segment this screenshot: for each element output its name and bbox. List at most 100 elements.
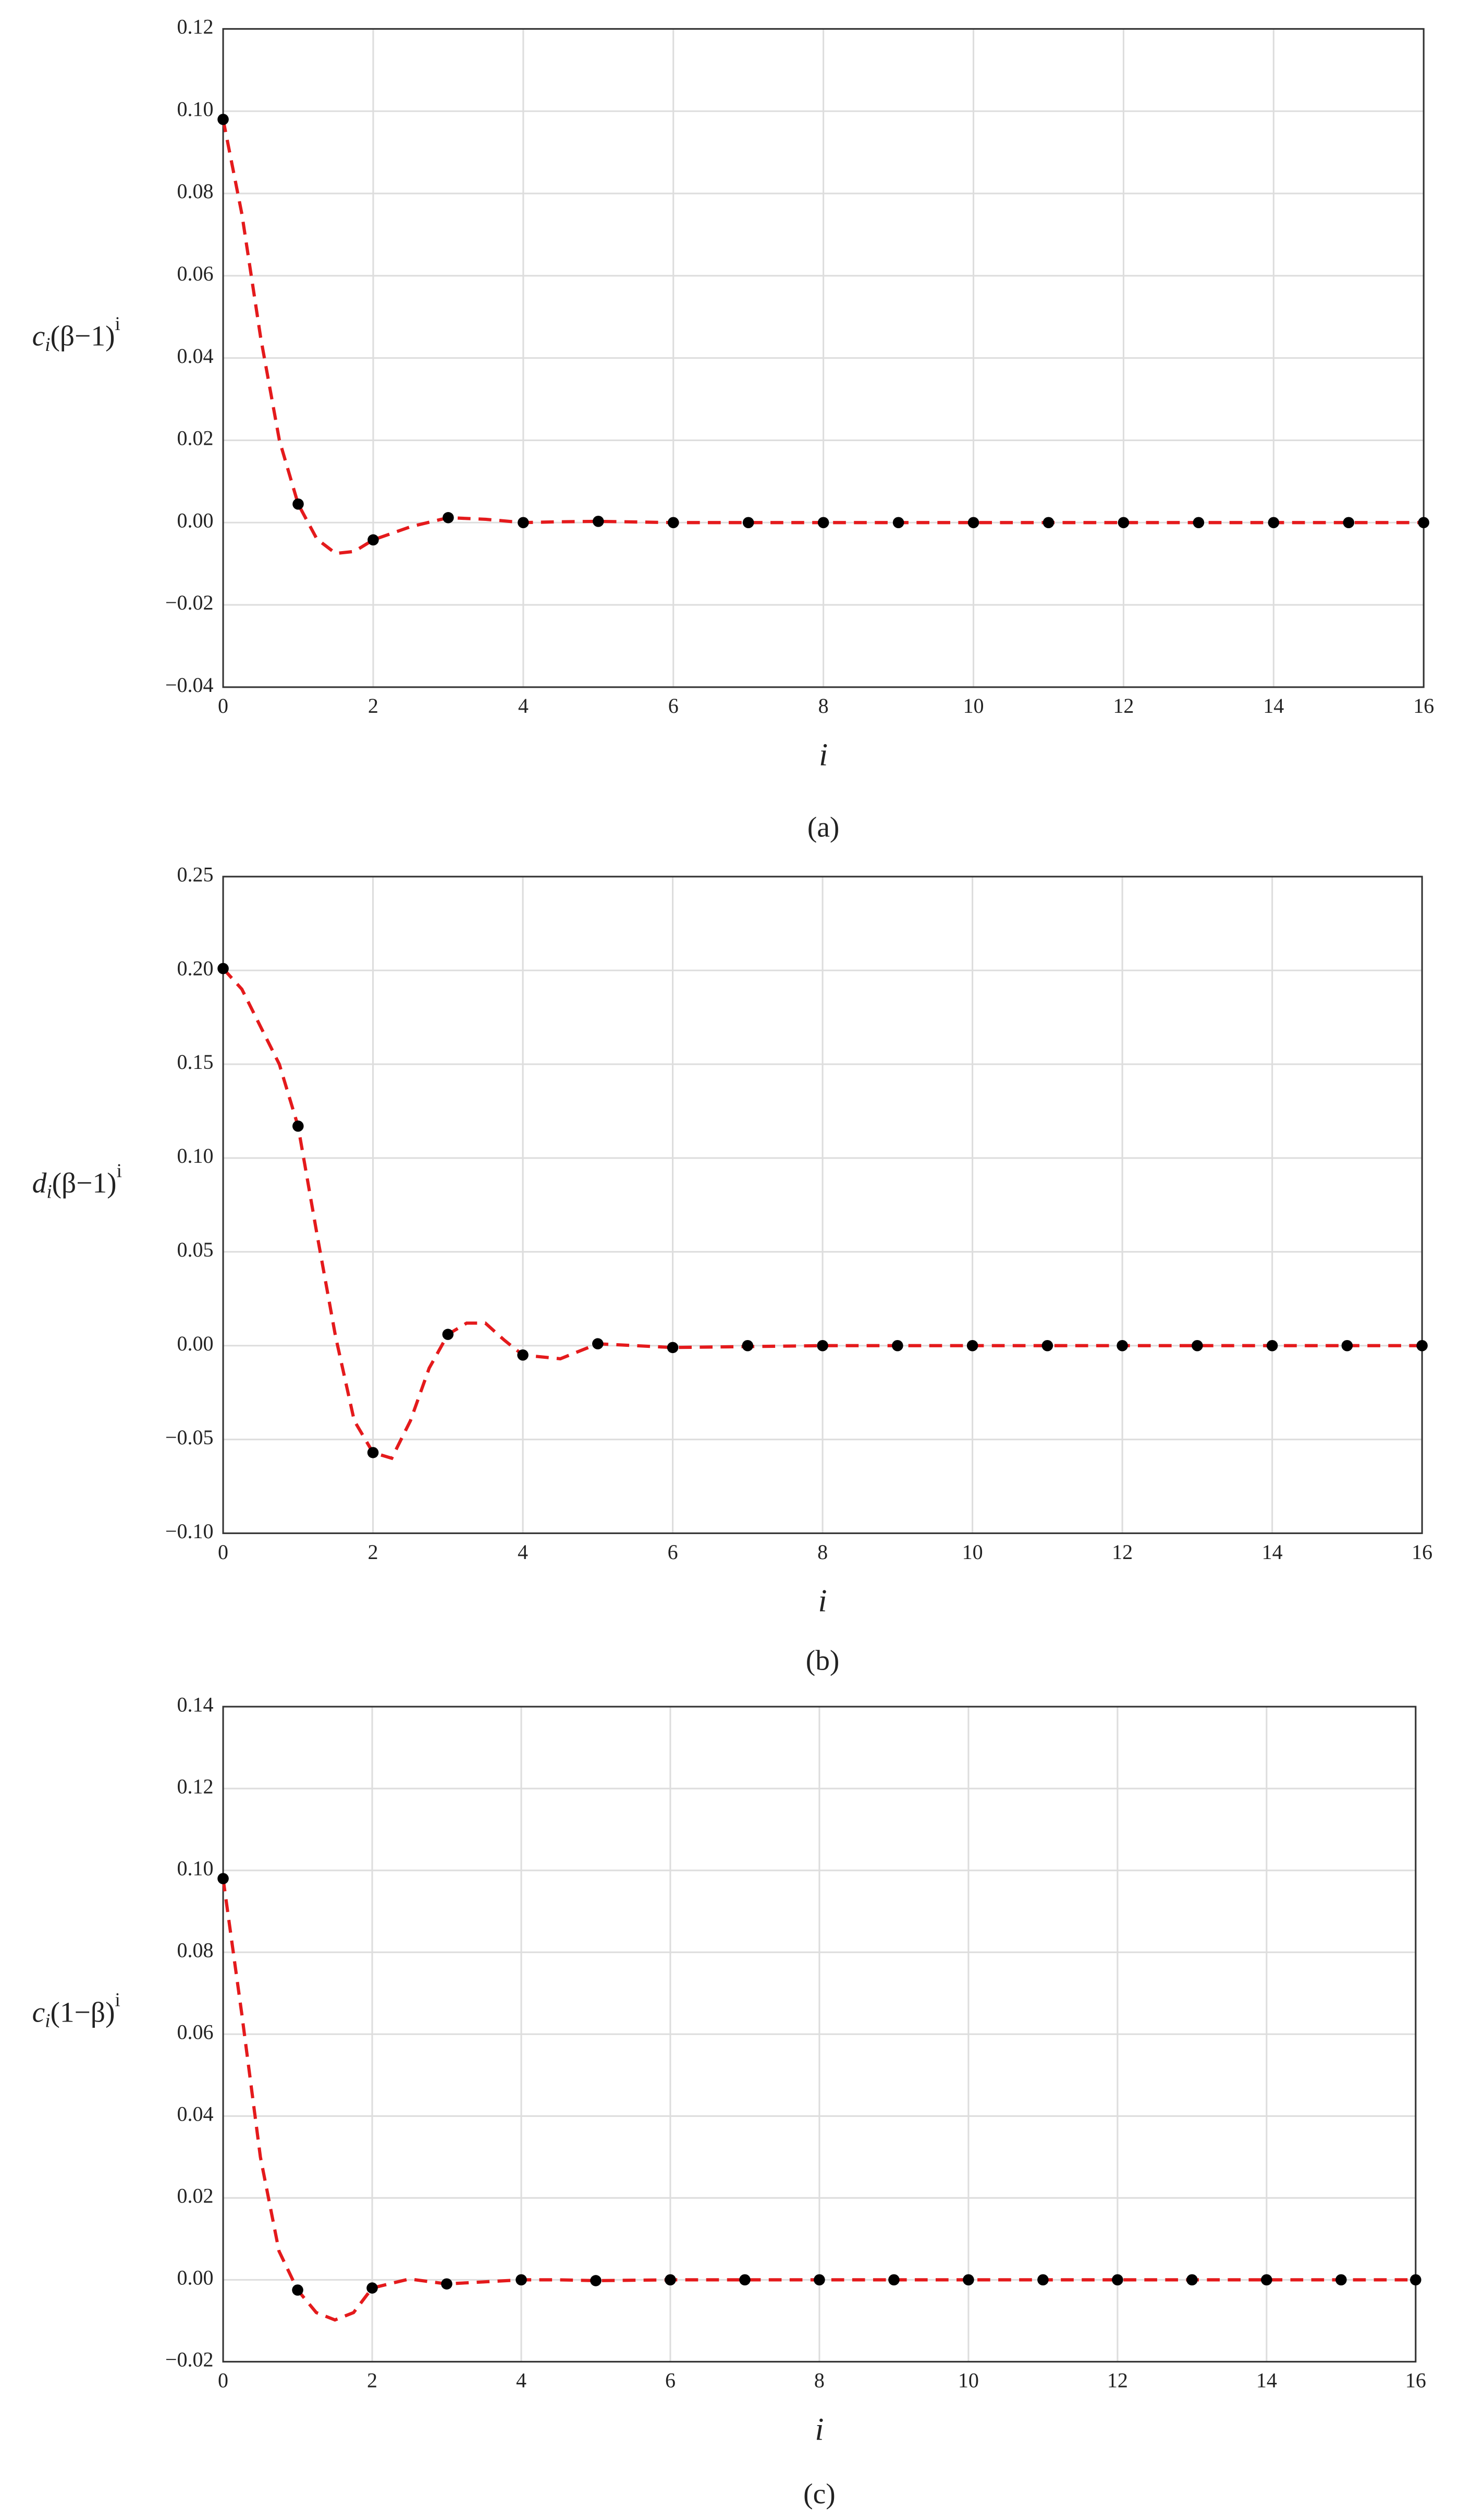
y-tick-label: −0.05 xyxy=(165,1426,214,1449)
point xyxy=(963,2274,974,2286)
point xyxy=(1041,1340,1053,1352)
y-tick-label: 0.12 xyxy=(177,1774,214,1798)
point xyxy=(517,1349,529,1361)
x-tick-label: 0 xyxy=(218,2369,228,2392)
y-label-sup: i xyxy=(117,1160,122,1182)
caption: (c) xyxy=(803,2478,836,2510)
point xyxy=(1186,2274,1198,2286)
y-axis-label: ci(1−β)i xyxy=(32,1989,120,2031)
y-label-main: (β−1) xyxy=(50,320,115,351)
y-label-sup: i xyxy=(115,313,120,335)
y-label-sub: i xyxy=(46,1181,52,1202)
point xyxy=(1343,517,1355,529)
plot-frame xyxy=(222,1706,1417,2363)
point xyxy=(1261,2274,1272,2286)
y-tick-label: 0.12 xyxy=(177,15,214,39)
x-tick-label: 14 xyxy=(1262,1540,1283,1564)
point xyxy=(1266,1340,1278,1352)
y-tick-label: 0.00 xyxy=(177,1332,214,1355)
y-tick-label: −0.02 xyxy=(165,591,214,614)
y-tick-label: 0.14 xyxy=(177,1693,214,1716)
caption: (b) xyxy=(806,1645,840,1676)
point xyxy=(1117,1340,1128,1352)
x-tick-label: 8 xyxy=(818,694,829,717)
y-tick-label: 0.04 xyxy=(177,344,214,368)
x-tick-label: 0 xyxy=(218,694,228,717)
point xyxy=(1410,2274,1421,2286)
x-tick-label: 4 xyxy=(516,2369,526,2392)
point xyxy=(443,512,454,524)
point xyxy=(1193,517,1205,529)
point xyxy=(667,517,679,529)
point xyxy=(667,1342,679,1354)
y-tick-label: 0.04 xyxy=(177,2102,214,2125)
point xyxy=(442,1329,454,1340)
point xyxy=(888,2274,900,2286)
y-tick-label: 0.10 xyxy=(177,1144,214,1167)
y-tick-label: 0.25 xyxy=(177,862,214,886)
point xyxy=(967,517,979,529)
point xyxy=(739,2274,751,2286)
point xyxy=(892,1340,903,1352)
y-label-base: d xyxy=(32,1167,47,1199)
plot-frame xyxy=(222,875,1423,1535)
y-label-sup: i xyxy=(115,1989,120,2011)
x-tick-label: 2 xyxy=(368,1540,378,1564)
x-tick-label: 10 xyxy=(963,694,984,717)
plot-frame xyxy=(222,28,1425,688)
x-tick-label: 12 xyxy=(1112,1540,1133,1564)
point xyxy=(665,2274,676,2286)
point xyxy=(292,2284,303,2296)
point xyxy=(217,114,229,125)
point xyxy=(1335,2274,1347,2286)
caption: (a) xyxy=(807,811,840,843)
y-axis-label: di(β−1)i xyxy=(32,1160,122,1202)
point xyxy=(367,1447,379,1458)
x-tick-label: 6 xyxy=(668,694,679,717)
y-tick-label: 0.00 xyxy=(177,508,214,532)
y-label-base: c xyxy=(32,320,45,351)
point xyxy=(1037,2274,1049,2286)
point xyxy=(292,1120,304,1132)
y-tick-label: 0.08 xyxy=(177,179,214,203)
point xyxy=(1118,517,1130,529)
point xyxy=(817,1340,828,1352)
point xyxy=(1043,517,1055,529)
y-tick-label: 0.15 xyxy=(177,1050,214,1074)
y-tick-label: 0.10 xyxy=(177,97,214,120)
point xyxy=(590,2275,602,2286)
point xyxy=(1268,517,1280,529)
point xyxy=(742,1340,754,1352)
point xyxy=(592,1338,604,1349)
y-label-main: (β−1) xyxy=(52,1167,117,1199)
y-axis-label: ci(β−1)i xyxy=(32,313,120,356)
point xyxy=(516,2274,527,2286)
x-tick-label: 10 xyxy=(962,1540,983,1564)
x-tick-label: 8 xyxy=(817,1540,828,1564)
y-tick-label: 0.02 xyxy=(177,427,214,450)
y-tick-label: 0.20 xyxy=(177,956,214,980)
point xyxy=(817,517,829,529)
y-tick-label: −0.04 xyxy=(165,673,214,697)
y-label-base: c xyxy=(32,1996,45,2028)
point xyxy=(742,517,754,529)
y-tick-label: 0.05 xyxy=(177,1238,214,1261)
point xyxy=(1192,1340,1203,1352)
point xyxy=(814,2274,825,2286)
point xyxy=(292,498,304,510)
point xyxy=(593,516,604,527)
y-tick-label: 0.06 xyxy=(177,262,214,285)
x-tick-label: 12 xyxy=(1107,2369,1128,2392)
point xyxy=(1112,2274,1123,2286)
y-label-sub: i xyxy=(45,334,50,356)
y-label-main: (1−β) xyxy=(50,1996,115,2028)
x-tick-label: 6 xyxy=(668,1540,678,1564)
x-axis-label: i xyxy=(819,737,828,772)
y-label-sub: i xyxy=(45,2010,50,2031)
x-axis-label: i xyxy=(815,2412,824,2447)
x-tick-label: 8 xyxy=(814,2369,825,2392)
x-tick-label: 4 xyxy=(518,1540,528,1564)
x-tick-label: 16 xyxy=(1413,694,1434,717)
